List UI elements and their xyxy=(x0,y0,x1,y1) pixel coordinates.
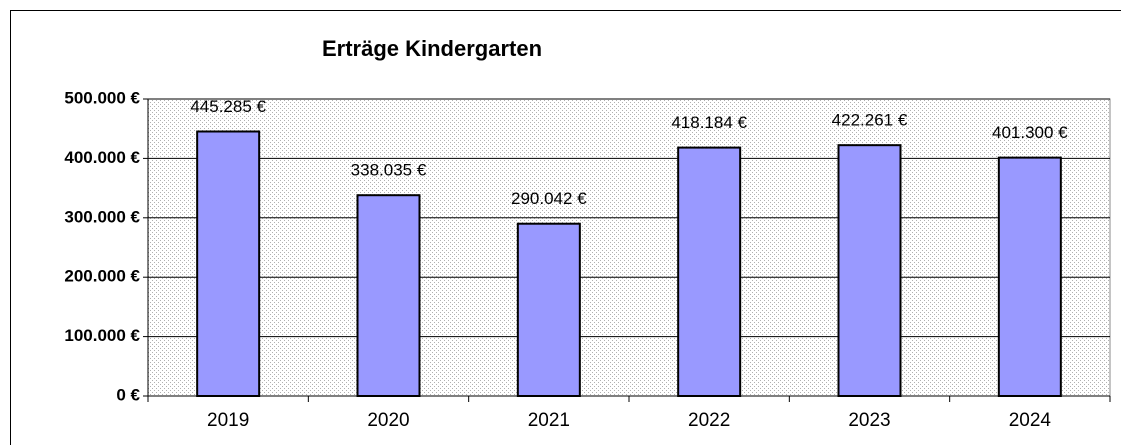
bar xyxy=(677,146,742,397)
bar xyxy=(837,144,902,397)
value-label: 418.184 € xyxy=(671,113,747,132)
value-label: 445.285 € xyxy=(190,97,266,116)
y-tick-label: 200.000 € xyxy=(64,267,140,286)
value-label: 338.035 € xyxy=(351,161,427,180)
plot-area xyxy=(147,98,1111,397)
y-tick-label: 0 € xyxy=(116,385,140,404)
x-tick-label: 2019 xyxy=(207,410,249,431)
x-tick-label: 2022 xyxy=(688,410,730,431)
value-label: 290.042 € xyxy=(511,189,587,208)
chart-title: Erträge Kindergarten xyxy=(322,36,542,61)
bar xyxy=(196,130,261,398)
value-label: 401.300 € xyxy=(992,123,1068,142)
bar xyxy=(997,156,1062,397)
x-tick-label: 2024 xyxy=(1009,410,1052,431)
x-tick-label: 2021 xyxy=(528,410,570,431)
y-tick-label: 500.000 € xyxy=(64,88,140,107)
bar xyxy=(356,194,421,397)
bar xyxy=(516,222,581,397)
x-tick-label: 2020 xyxy=(367,410,409,431)
y-tick-label: 400.000 € xyxy=(64,148,140,167)
x-tick-label: 2023 xyxy=(848,410,890,431)
value-label: 422.261 € xyxy=(832,111,908,130)
y-tick-label: 300.000 € xyxy=(64,207,140,226)
y-tick-label: 100.000 € xyxy=(64,326,140,345)
